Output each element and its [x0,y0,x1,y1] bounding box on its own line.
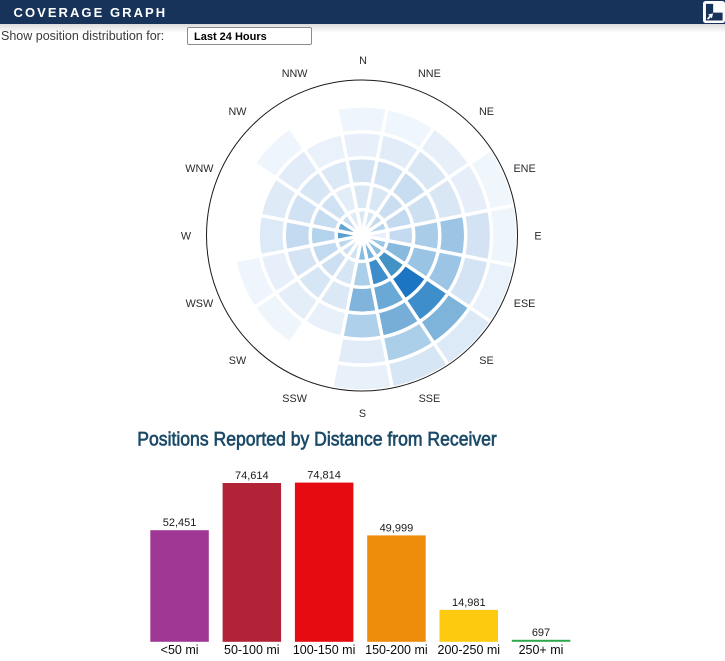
svg-text:Positions Reported by Distance: Positions Reported by Distance from Rece… [137,429,497,451]
svg-text:SSW: SSW [282,393,307,405]
svg-text:ENE: ENE [513,163,535,175]
svg-text:74,814: 74,814 [307,470,341,482]
svg-text:NNE: NNE [418,68,441,80]
svg-text:NW: NW [229,106,248,118]
svg-text:<50 mi: <50 mi [161,643,199,657]
svg-text:W: W [181,231,192,243]
svg-text:100-150 mi: 100-150 mi [293,643,356,657]
svg-text:NE: NE [479,106,494,118]
svg-text:50-100 mi: 50-100 mi [224,643,280,657]
svg-text:N: N [359,55,367,67]
svg-text:14,981: 14,981 [452,597,486,609]
svg-text:52,451: 52,451 [163,517,197,529]
svg-text:WSW: WSW [186,298,214,310]
svg-text:74,614: 74,614 [235,470,269,482]
svg-text:250+ mi: 250+ mi [519,643,564,657]
svg-text:ESE: ESE [514,298,536,310]
svg-text:SW: SW [229,355,247,367]
svg-text:WNW: WNW [185,163,214,175]
svg-text:200-250 mi: 200-250 mi [438,643,501,657]
svg-text:NNW: NNW [282,68,309,80]
svg-text:SSE: SSE [419,393,441,405]
svg-text:150-200 mi: 150-200 mi [365,643,428,657]
svg-text:S: S [359,408,366,420]
svg-text:697: 697 [532,627,550,639]
svg-text:49,999: 49,999 [380,522,414,534]
svg-text:SE: SE [479,355,493,367]
svg-text:E: E [534,231,541,243]
